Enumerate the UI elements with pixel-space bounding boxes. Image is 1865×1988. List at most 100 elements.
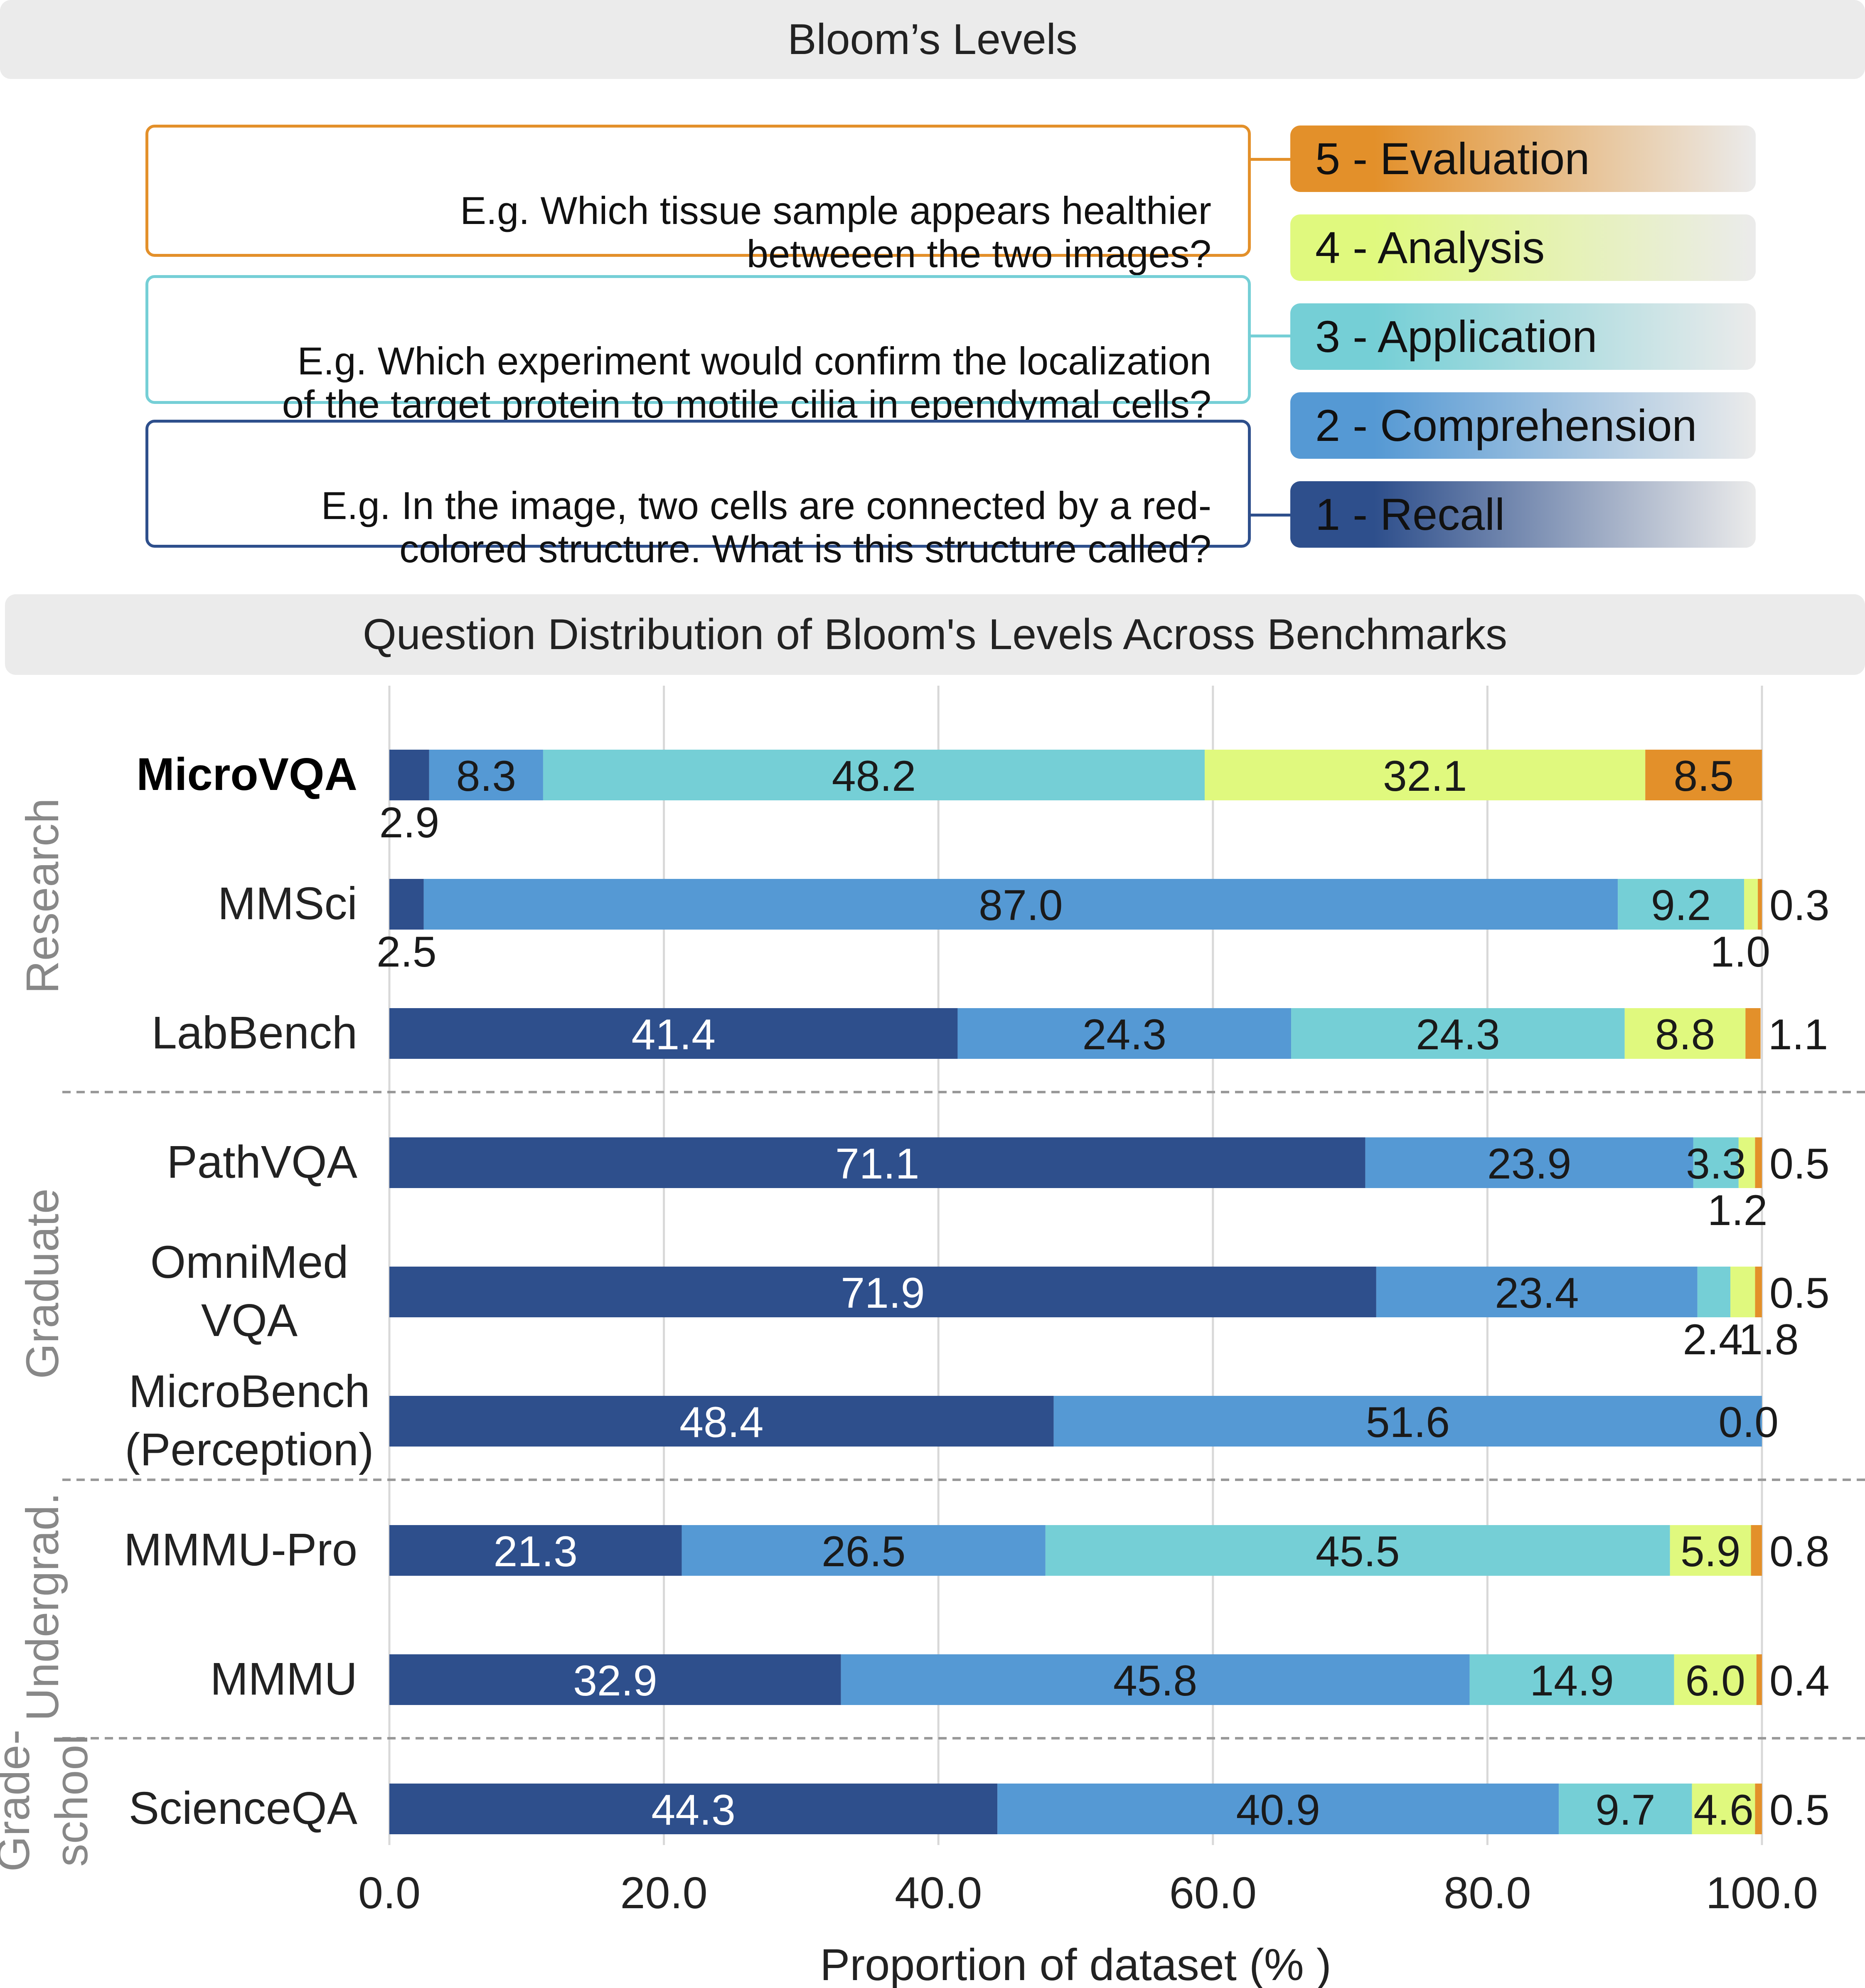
- category-label: MMMU: [210, 1653, 357, 1705]
- data-label: 24.3: [1416, 1011, 1500, 1059]
- data-label: 9.7: [1595, 1786, 1656, 1834]
- data-label: 0.8: [1769, 1528, 1830, 1576]
- data-label: 8.5: [1673, 752, 1734, 800]
- bar-segment: [1045, 1525, 1670, 1576]
- bar-segment: [1755, 1137, 1762, 1188]
- category-label: VQA: [201, 1295, 298, 1346]
- category-label: MMSci: [218, 878, 357, 929]
- data-label: 14.9: [1530, 1657, 1614, 1705]
- connector-evaluation: [1251, 158, 1290, 161]
- data-label: 26.5: [822, 1528, 905, 1576]
- bar-segment: [1291, 1008, 1625, 1059]
- bar-segment: [997, 1784, 1559, 1834]
- bar-segment: [1469, 1654, 1674, 1705]
- bar-segment: [543, 750, 1205, 800]
- level-application-label: 3 - Application: [1315, 311, 1597, 362]
- data-label: 23.4: [1495, 1269, 1579, 1317]
- connector-recall: [1251, 514, 1290, 517]
- data-label: 0.4: [1769, 1657, 1830, 1705]
- data-label: 9.2: [1651, 881, 1711, 930]
- data-label: 1.1: [1768, 1011, 1828, 1059]
- bar-segment: [389, 879, 424, 930]
- data-label: 23.9: [1487, 1140, 1571, 1188]
- x-axis-label: Proportion of dataset (% ): [820, 1939, 1331, 1988]
- data-label: 87.0: [979, 881, 1063, 930]
- bar-segment: [1744, 879, 1758, 930]
- bar-segment: [1693, 1137, 1739, 1188]
- grid-lines: [388, 686, 1763, 1845]
- category-label: (Perception): [125, 1424, 374, 1475]
- data-label: 71.1: [835, 1140, 919, 1188]
- level-recall: 1 - Recall: [1290, 481, 1756, 548]
- chart-title-banner: Question Distribution of Bloom's Levels …: [5, 594, 1865, 675]
- bar-segment: [1204, 750, 1646, 800]
- level-evaluation-label: 5 - Evaluation: [1315, 133, 1590, 184]
- blooms-levels-title: Bloom’s Levels: [787, 15, 1078, 64]
- bar-segment: [1645, 750, 1762, 800]
- data-label: 1.0: [1710, 928, 1771, 976]
- data-label: 0.5: [1769, 1269, 1830, 1317]
- data-label: 71.9: [841, 1269, 925, 1317]
- bar-segment: [389, 1008, 958, 1059]
- data-labels: 2.9 8.3 48.2 32.1 8.5 2.5 87.0 9.21.00.3 41.4 24.…: [376, 752, 1830, 1834]
- data-label: 4.6: [1693, 1786, 1754, 1834]
- bar-segment: [389, 750, 429, 800]
- data-label: 2.9: [379, 799, 440, 847]
- data-label: 32.9: [573, 1657, 657, 1705]
- data-label: 5.9: [1680, 1528, 1741, 1576]
- level-analysis-label: 4 - Analysis: [1315, 222, 1545, 273]
- bar-segment: [1559, 1784, 1692, 1834]
- example-recall: E.g. In the image, two cells are connect…: [145, 420, 1251, 571]
- bar-segment: [389, 1784, 998, 1834]
- data-label: 45.8: [1113, 1657, 1197, 1705]
- x-tick-label: 80.0: [1444, 1867, 1531, 1918]
- bar-segment: [389, 1396, 1054, 1447]
- bar-segment: [1670, 1525, 1751, 1576]
- level-comprehension: 2 - Comprehension: [1290, 392, 1756, 459]
- example-application-text: E.g. Which experiment would confirm the …: [282, 339, 1211, 426]
- data-label: 8.3: [456, 752, 517, 800]
- bar-segment: [841, 1654, 1470, 1705]
- blooms-levels-banner: Bloom’s Levels: [0, 0, 1865, 79]
- bar-segment: [1053, 1396, 1762, 1447]
- level-recall-label: 1 - Recall: [1315, 489, 1505, 539]
- category-label: MicroBench: [129, 1366, 370, 1417]
- data-label: 40.9: [1236, 1786, 1320, 1834]
- bar-segment: [1755, 1784, 1762, 1834]
- bar-segment: [957, 1008, 1292, 1059]
- data-label: 45.5: [1316, 1528, 1400, 1576]
- bar-segment: [1755, 1267, 1762, 1317]
- data-label: 48.4: [679, 1398, 763, 1447]
- x-tick-label: 60.0: [1169, 1867, 1257, 1918]
- data-label: 51.6: [1366, 1398, 1450, 1447]
- data-label: 44.3: [651, 1786, 735, 1834]
- data-label: 21.3: [494, 1528, 578, 1576]
- data-label: 1.8: [1739, 1316, 1799, 1364]
- level-comprehension-label: 2 - Comprehension: [1315, 400, 1697, 450]
- level-analysis: 4 - Analysis: [1290, 214, 1756, 281]
- data-label: 1.2: [1708, 1186, 1768, 1235]
- data-label: 0.0: [1718, 1398, 1779, 1447]
- bar-segment: [1745, 1008, 1761, 1059]
- bar-segment: [1692, 1784, 1755, 1834]
- category-label: LabBench: [152, 1007, 357, 1058]
- example-recall-text: E.g. In the image, two cells are connect…: [321, 484, 1211, 571]
- bar-segment: [1756, 1654, 1762, 1705]
- data-label: 0.5: [1769, 1786, 1830, 1834]
- data-label: 6.0: [1685, 1657, 1745, 1705]
- level-evaluation: 5 - Evaluation: [1290, 125, 1756, 192]
- x-tick-label: 40.0: [895, 1867, 982, 1918]
- example-evaluation-text: E.g. Which tissue sample appears healthi…: [460, 189, 1211, 276]
- bar-segment: [1618, 879, 1744, 930]
- category-label: MMMU-Pro: [124, 1524, 357, 1575]
- example-application: E.g. Which experiment would confirm the …: [145, 275, 1251, 426]
- level-application: 3 - Application: [1290, 303, 1756, 370]
- bar-segment: [1365, 1137, 1693, 1188]
- bar-segment: [1624, 1008, 1746, 1059]
- bar-segment: [389, 1525, 682, 1576]
- x-tick-label: 20.0: [620, 1867, 707, 1918]
- data-label: 8.8: [1655, 1011, 1715, 1059]
- bar-segment: [1376, 1267, 1698, 1317]
- data-label: 0.3: [1769, 881, 1830, 930]
- group-label: Undergrad.: [17, 1492, 68, 1721]
